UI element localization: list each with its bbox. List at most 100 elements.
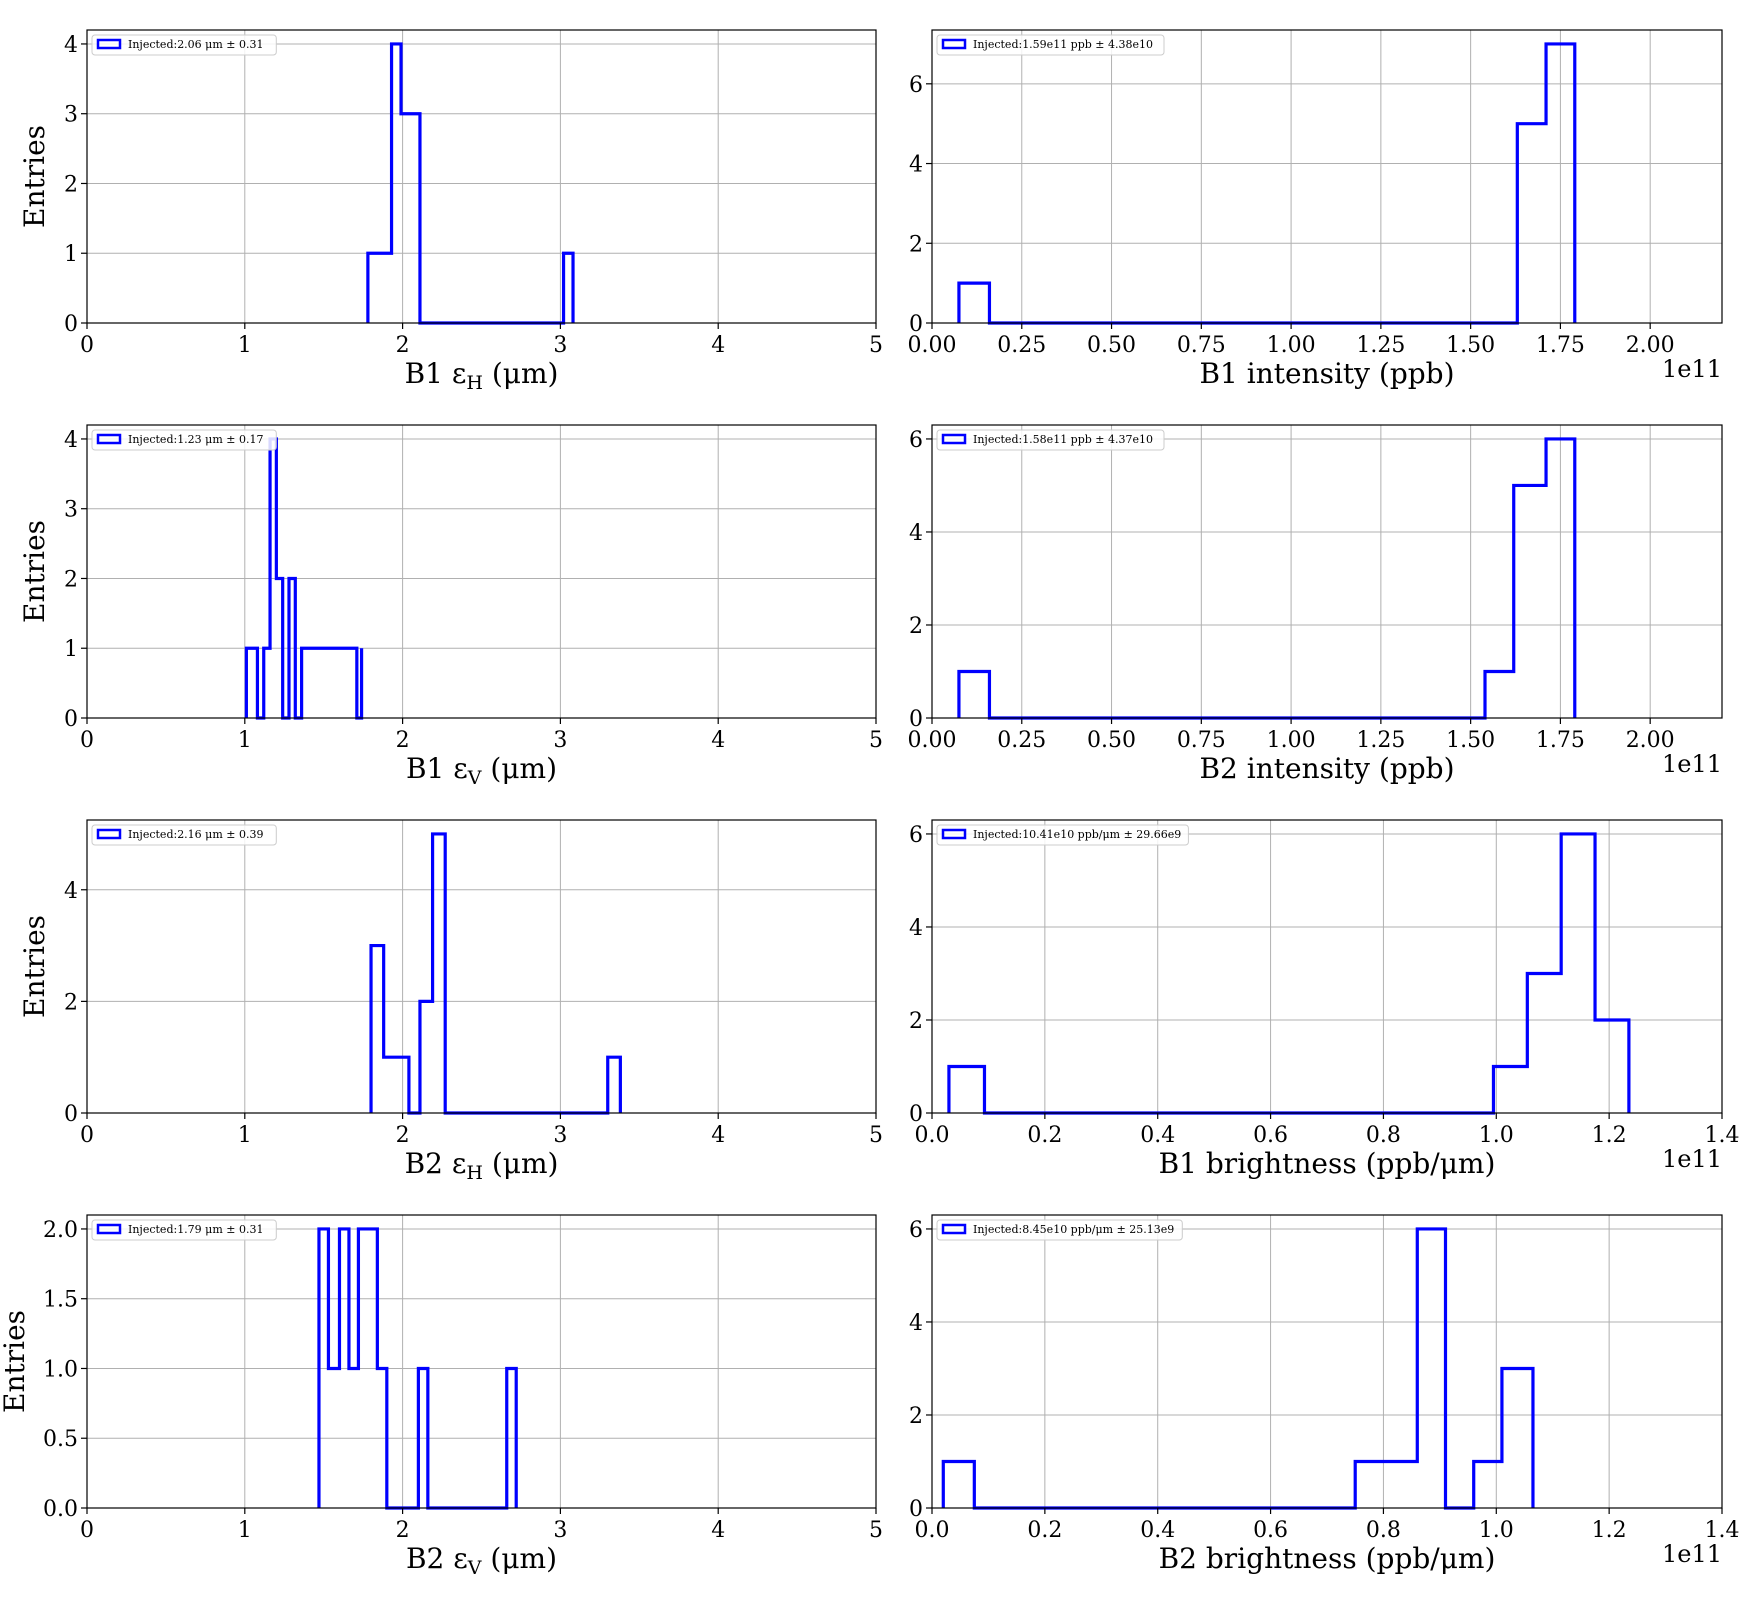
histogram-panel-2: 0.00 0.25 0.50 0.75 1.00 1.25 1.50 1.75 2.00 0 2 4 6… [908,29,1723,390]
x-tick-label: 1 [238,1123,252,1148]
y-tick-label: 2 [909,232,923,257]
axes-frame [931,29,1723,324]
legend-swatch [941,433,967,445]
legend-box [91,824,277,846]
legend-label: Injected:10.41e10 ppb/μm ± 29.66e9 [973,828,1181,841]
legend-label: Injected:1.23 μm ± 0.17 [128,433,263,446]
x-axis-label: B2 brightness (ppb/μm) [1159,1542,1496,1575]
x-tick-label: 0.6 [1253,1518,1288,1543]
x-tick-label: 1.4 [1705,1518,1740,1543]
x-tick-label: 1.0 [1479,1123,1514,1148]
x-tick-label: 0.4 [1140,1518,1175,1543]
y-tick-label: 1.0 [43,1357,78,1382]
y-tick-label: 0 [64,707,78,732]
x-tick-label: 2 [396,333,410,358]
axes-frame [931,1214,1723,1509]
legend-swatch [941,1223,967,1235]
legend: Injected:1.59e11 ppb ± 4.38e10 [936,34,1165,56]
legend: Injected:1.23 μm ± 0.17 [91,429,277,451]
histogram-panel-3: 0 1 2 3 4 5 0 1 2 3 4 B1 εV (μm) Entries Injected:1.2… [18,424,883,789]
axes-frame [86,1214,877,1509]
legend-label: Injected:1.58e11 ppb ± 4.37e10 [973,433,1153,446]
legend-box [91,34,277,56]
legend: Injected:2.06 μm ± 0.31 [91,34,277,56]
x-tick-label: 1.75 [1536,728,1585,753]
y-tick-label: 0 [64,1102,78,1127]
legend: Injected:1.58e11 ppb ± 4.37e10 [936,429,1165,451]
y-tick-label: 0.0 [43,1497,78,1522]
y-tick-label: 1 [64,637,78,662]
legend: Injected:8.45e10 ppb/μm ± 25.13e9 [936,1219,1183,1241]
x-tick-label: 3 [553,728,567,753]
x-offset-label: 1e11 [1662,355,1722,383]
legend-swatch [96,38,122,50]
y-tick-label: 0 [909,1102,923,1127]
x-tick-label: 0.25 [997,728,1046,753]
y-tick-label: 2 [909,1404,923,1429]
y-tick-label: 4 [64,428,78,453]
legend-box [936,429,1165,451]
y-tick-label: 2 [64,990,78,1015]
y-tick-label: 2 [64,172,78,197]
axes-frame [86,424,877,719]
y-axis-label: Entries [18,125,51,228]
legend: Injected:2.16 μm ± 0.39 [91,824,277,846]
x-tick-label: 0.75 [1177,333,1226,358]
legend-box [91,429,277,451]
x-tick-label: 1 [238,333,252,358]
x-axis-label: B1 brightness (ppb/μm) [1159,1147,1496,1180]
legend: Injected:1.79 μm ± 0.31 [91,1219,277,1241]
x-axis-label: B1 εH (μm) [405,357,559,394]
histogram-panel-5: 0 1 2 3 4 5 0 2 4 B2 εH (μm) Entries Injected:2.16 … [18,819,883,1184]
y-tick-label: 2 [64,567,78,592]
x-tick-label: 5 [869,1123,883,1148]
x-tick-label: 1 [238,1518,252,1543]
histogram-panel-8: 0.0 0.2 0.4 0.6 0.8 1.0 1.2 1.4 0 2 4 6 B2 brightnes… [909,1214,1740,1575]
y-tick-label: 4 [909,1311,923,1336]
axes-frame [86,29,877,324]
x-offset-label: 1e11 [1662,1540,1722,1568]
x-tick-label: 1.25 [1356,333,1405,358]
x-tick-label: 3 [553,333,567,358]
histogram-series [957,42,1577,325]
x-tick-label: 0.4 [1140,1123,1175,1148]
histogram-panel-1: 0 1 2 3 4 5 0 1 2 3 4 B1 εH (μm) Entries Injected:2.0… [18,29,883,394]
y-tick-label: 2 [909,1009,923,1034]
axes-frame [931,819,1723,1114]
axes-frame [931,424,1723,719]
x-tick-label: 0.25 [997,333,1046,358]
y-tick-label: 4 [909,916,923,941]
x-tick-label: 0.00 [908,333,957,358]
x-tick-label: 1.25 [1356,728,1405,753]
histogram-panel-6: 0.0 0.2 0.4 0.6 0.8 1.0 1.2 1.4 0 2 4 6 B1 brightnes… [909,819,1740,1180]
x-offset-label: 1e11 [1662,750,1722,778]
histogram-series [941,1227,1535,1510]
y-tick-label: 4 [909,153,923,178]
x-tick-label: 1.4 [1705,1123,1740,1148]
x-axis-label: B2 εH (μm) [405,1147,559,1184]
x-tick-label: 1.0 [1479,1518,1514,1543]
x-axis-label: B1 intensity (ppb) [1199,357,1454,390]
x-tick-label: 1.2 [1592,1123,1627,1148]
y-axis-label: Entries [18,520,51,623]
legend-swatch [941,38,967,50]
legend-label: Injected:2.16 μm ± 0.39 [128,828,263,841]
x-tick-label: 3 [553,1123,567,1148]
x-axis-label: B2 εV (μm) [406,1542,557,1579]
x-tick-label: 1 [238,728,252,753]
histogram-series [957,437,1577,720]
legend-box [91,1219,277,1241]
y-tick-label: 6 [909,73,923,98]
x-tick-label: 0 [80,1123,94,1148]
x-tick-label: 0.0 [915,1123,950,1148]
x-tick-label: 4 [711,1123,725,1148]
x-tick-label: 2 [396,728,410,753]
x-tick-label: 5 [869,333,883,358]
y-axis-label: Entries [0,1310,31,1413]
x-tick-label: 1.2 [1592,1518,1627,1543]
legend-label: Injected:8.45e10 ppb/μm ± 25.13e9 [973,1223,1174,1236]
legend-label: Injected:1.59e11 ppb ± 4.38e10 [973,38,1153,51]
legend-label: Injected:1.79 μm ± 0.31 [128,1223,263,1236]
x-tick-label: 0.2 [1027,1518,1062,1543]
x-tick-label: 0.00 [908,728,957,753]
